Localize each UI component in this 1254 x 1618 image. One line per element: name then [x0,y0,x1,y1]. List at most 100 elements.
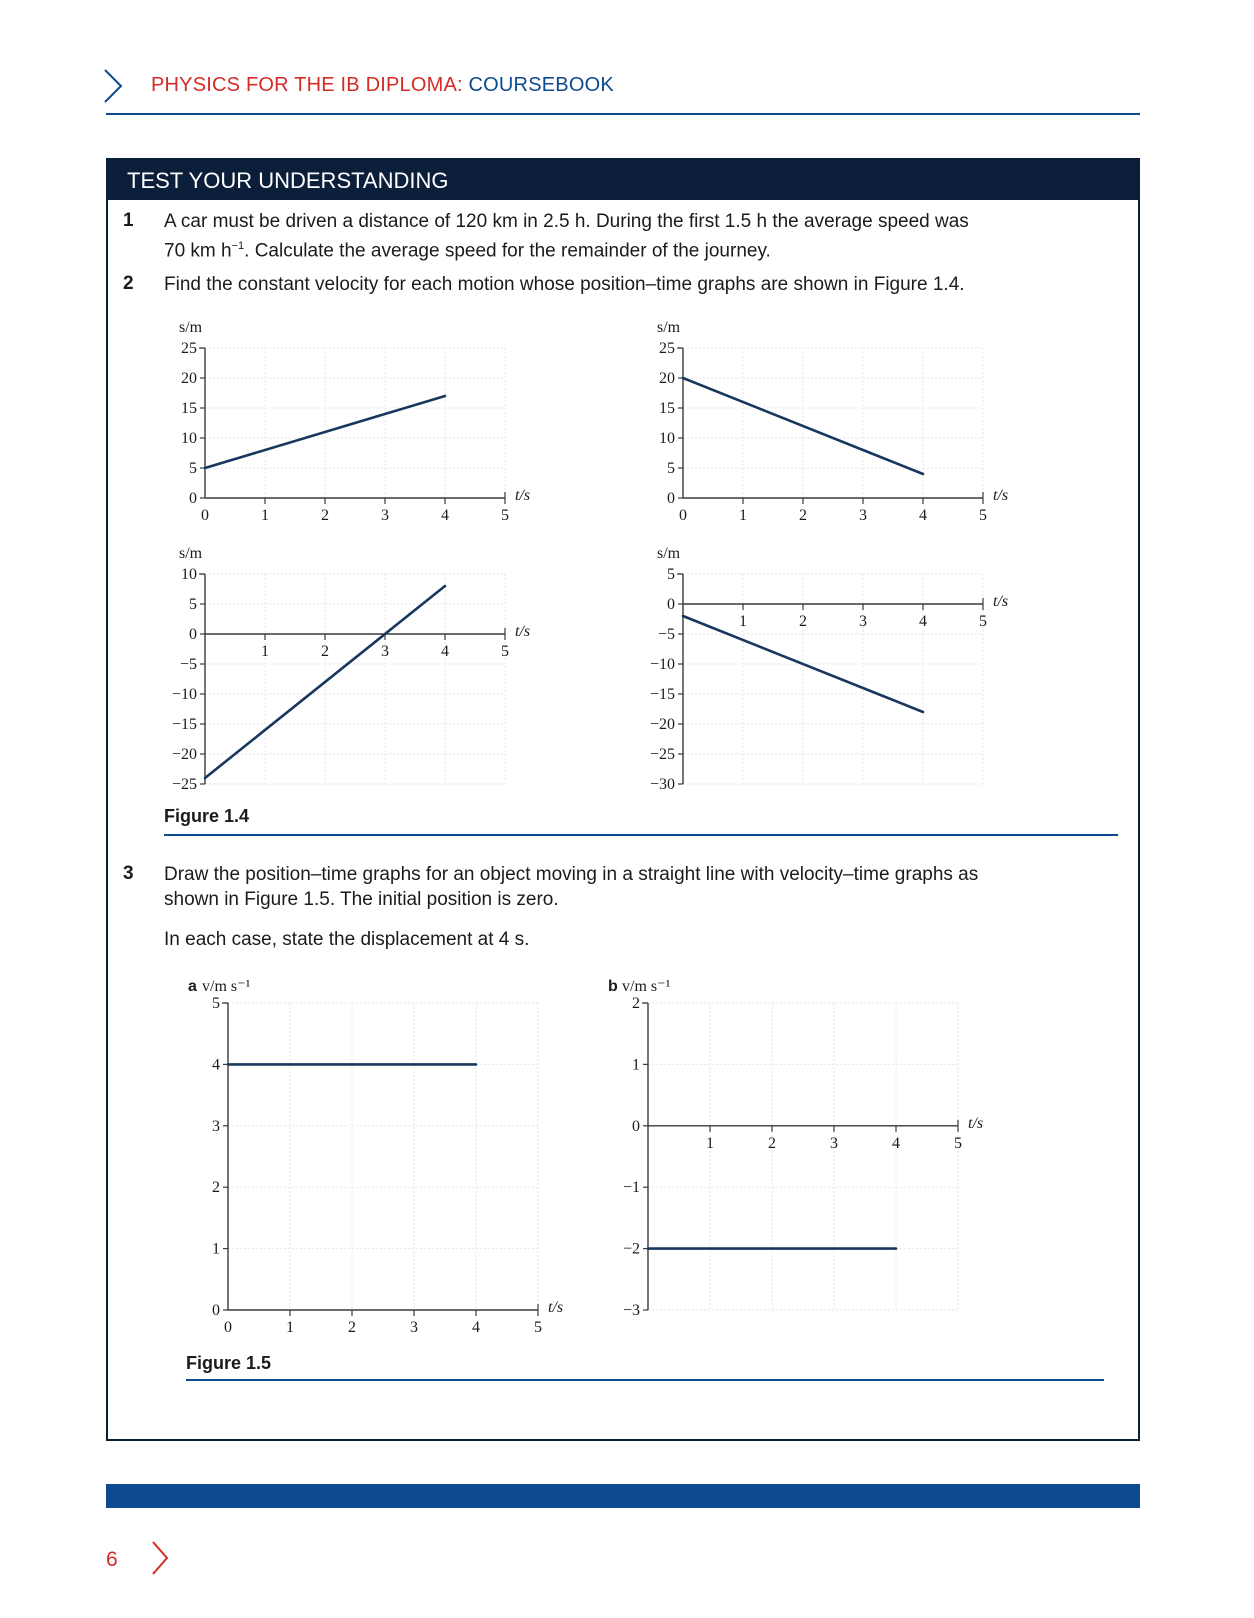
header-book-series: PHYSICS FOR THE IB DIPLOMA: [151,74,469,96]
y-tick-label: 5 [189,596,197,613]
y-tick-label: −1 [623,1179,640,1196]
x-tick-label: 1 [706,1135,714,1152]
y-tick-label: 5 [667,566,675,583]
x-tick-label: 0 [224,1319,232,1336]
question-1-line-1: A car must be driven a distance of 120 k… [164,211,969,232]
y-tick-label: 0 [667,490,675,507]
x-tick-label: 1 [261,507,269,524]
y-tick-label: −25 [172,776,197,793]
y-tick-label: 15 [659,400,675,417]
y-axis-label: v/m s⁻¹ [622,978,671,995]
y-tick-label: 1 [212,1241,220,1258]
y-tick-label: −10 [650,656,675,673]
x-tick-label: 3 [381,643,389,660]
x-tick-label: 2 [799,613,807,630]
y-tick-label: 0 [212,1302,220,1319]
x-tick-label: 1 [286,1319,294,1336]
x-tick-label: 1 [261,643,269,660]
question-1-text: A car must be driven a distance of 120 k… [164,209,969,263]
x-tick-label: 3 [830,1135,838,1152]
y-tick-label: 10 [181,566,197,583]
x-axis-label: t/s [515,623,530,640]
y-tick-label: −20 [172,746,197,763]
figure-1-5-rule [186,1379,1104,1381]
x-tick-label: 2 [321,507,329,524]
y-axis-label: v/m s⁻¹ [202,978,251,995]
question-3-line-2: shown in Figure 1.5. The initial positio… [164,889,559,910]
y-tick-label: −3 [623,1302,640,1319]
x-axis-label: t/s [515,487,530,504]
question-2-text: Find the constant velocity for each moti… [164,274,965,295]
y-tick-label: 10 [659,430,675,447]
y-tick-label: 15 [181,400,197,417]
question-1-number: 1 [123,210,134,231]
y-axis-label: s/m [657,319,681,336]
question-1-line-2-rest: . Calculate the average speed for the re… [244,240,771,262]
x-tick-label: 2 [348,1319,356,1336]
x-tick-label: 3 [859,613,867,630]
y-tick-label: −30 [650,776,675,793]
question-3-line-3: In each case, state the displacement at … [164,929,530,950]
y-tick-label: 0 [632,1118,640,1135]
test-your-understanding-box: TEST YOUR UNDERSTANDING [106,158,1140,1441]
y-tick-label: 5 [212,995,220,1012]
x-tick-label: 5 [501,507,509,524]
y-tick-label: −10 [172,686,197,703]
x-tick-label: 4 [441,643,449,660]
series-line [203,394,447,470]
position-time-graph-1: 0 5 10 15 20 25 0 1 2 3 4 5 t/s s/m [179,319,530,524]
question-1-line-2: 70 km h−1. Calculate the average speed f… [164,234,969,263]
x-tick-label: 4 [892,1135,900,1152]
x-tick-label: 4 [472,1319,480,1336]
y-tick-label: 25 [181,340,197,357]
x-tick-label: 5 [979,507,987,524]
panel-label: b [608,978,618,995]
x-tick-label: 3 [381,507,389,524]
y-tick-label: 2 [212,1179,220,1196]
x-tick-label: 2 [321,643,329,660]
chevron-right-icon [152,1541,169,1575]
x-axis-label: t/s [993,487,1008,504]
x-tick-label: 0 [201,507,209,524]
x-tick-label: 0 [679,507,687,524]
y-tick-label: 20 [659,370,675,387]
question-3-line-1: Draw the position–time graphs for an obj… [164,864,979,885]
figure-1-5-caption: Figure 1.5 [186,1353,272,1373]
x-tick-label: 4 [441,507,449,524]
x-tick-label: 4 [919,507,927,524]
x-tick-label: 3 [410,1319,418,1336]
y-tick-label: 5 [189,460,197,477]
x-axis-label: t/s [993,593,1008,610]
x-tick-label: 5 [534,1319,542,1336]
series-line [681,376,925,476]
y-tick-label: −15 [172,716,197,733]
y-axis-label: s/m [179,545,203,562]
x-tick-label: 2 [799,507,807,524]
figure-1-4-caption: Figure 1.4 [164,806,250,826]
position-time-graph-2: 0 5 10 15 20 25 0 1 2 3 4 5 t/s s/m [657,319,1008,524]
series-line [203,584,447,780]
y-tick-label: 5 [667,460,675,477]
y-axis-label: s/m [179,319,203,336]
x-tick-label: 3 [859,507,867,524]
y-tick-label: 3 [212,1118,220,1135]
velocity-time-graph-a: 0 1 2 3 4 5 0 1 2 3 4 5 t/s v/m s⁻¹ a [188,978,563,1336]
footer-band [106,1484,1140,1508]
x-tick-label: 5 [979,613,987,630]
y-tick-label: −5 [180,656,197,673]
question-3-text: Draw the position–time graphs for an obj… [164,862,978,952]
x-tick-label: 5 [954,1135,962,1152]
speed-exponent: −1 [231,240,245,252]
y-tick-label: 4 [212,1056,220,1073]
y-tick-label: 0 [189,626,197,643]
y-tick-label: −5 [658,626,675,643]
position-time-graph-3: −25 −20 −15 −10 −5 0 5 10 1 2 3 4 5 t/s s/m [172,545,530,793]
header-divider [106,113,1140,115]
velocity-time-graph-b: −3 −2 −1 0 1 2 1 2 3 4 5 t/s v/m s⁻¹b [608,978,983,1319]
question-2-number: 2 [123,273,134,294]
x-axis-label: t/s [968,1115,983,1132]
y-tick-label: 20 [181,370,197,387]
box-header: TEST YOUR UNDERSTANDING [108,160,1138,200]
position-time-graph-4: −30 −25 −20 −15 −10 −5 0 5 1 2 3 4 5 t/s s/m [650,545,1008,793]
x-tick-label: 4 [919,613,927,630]
